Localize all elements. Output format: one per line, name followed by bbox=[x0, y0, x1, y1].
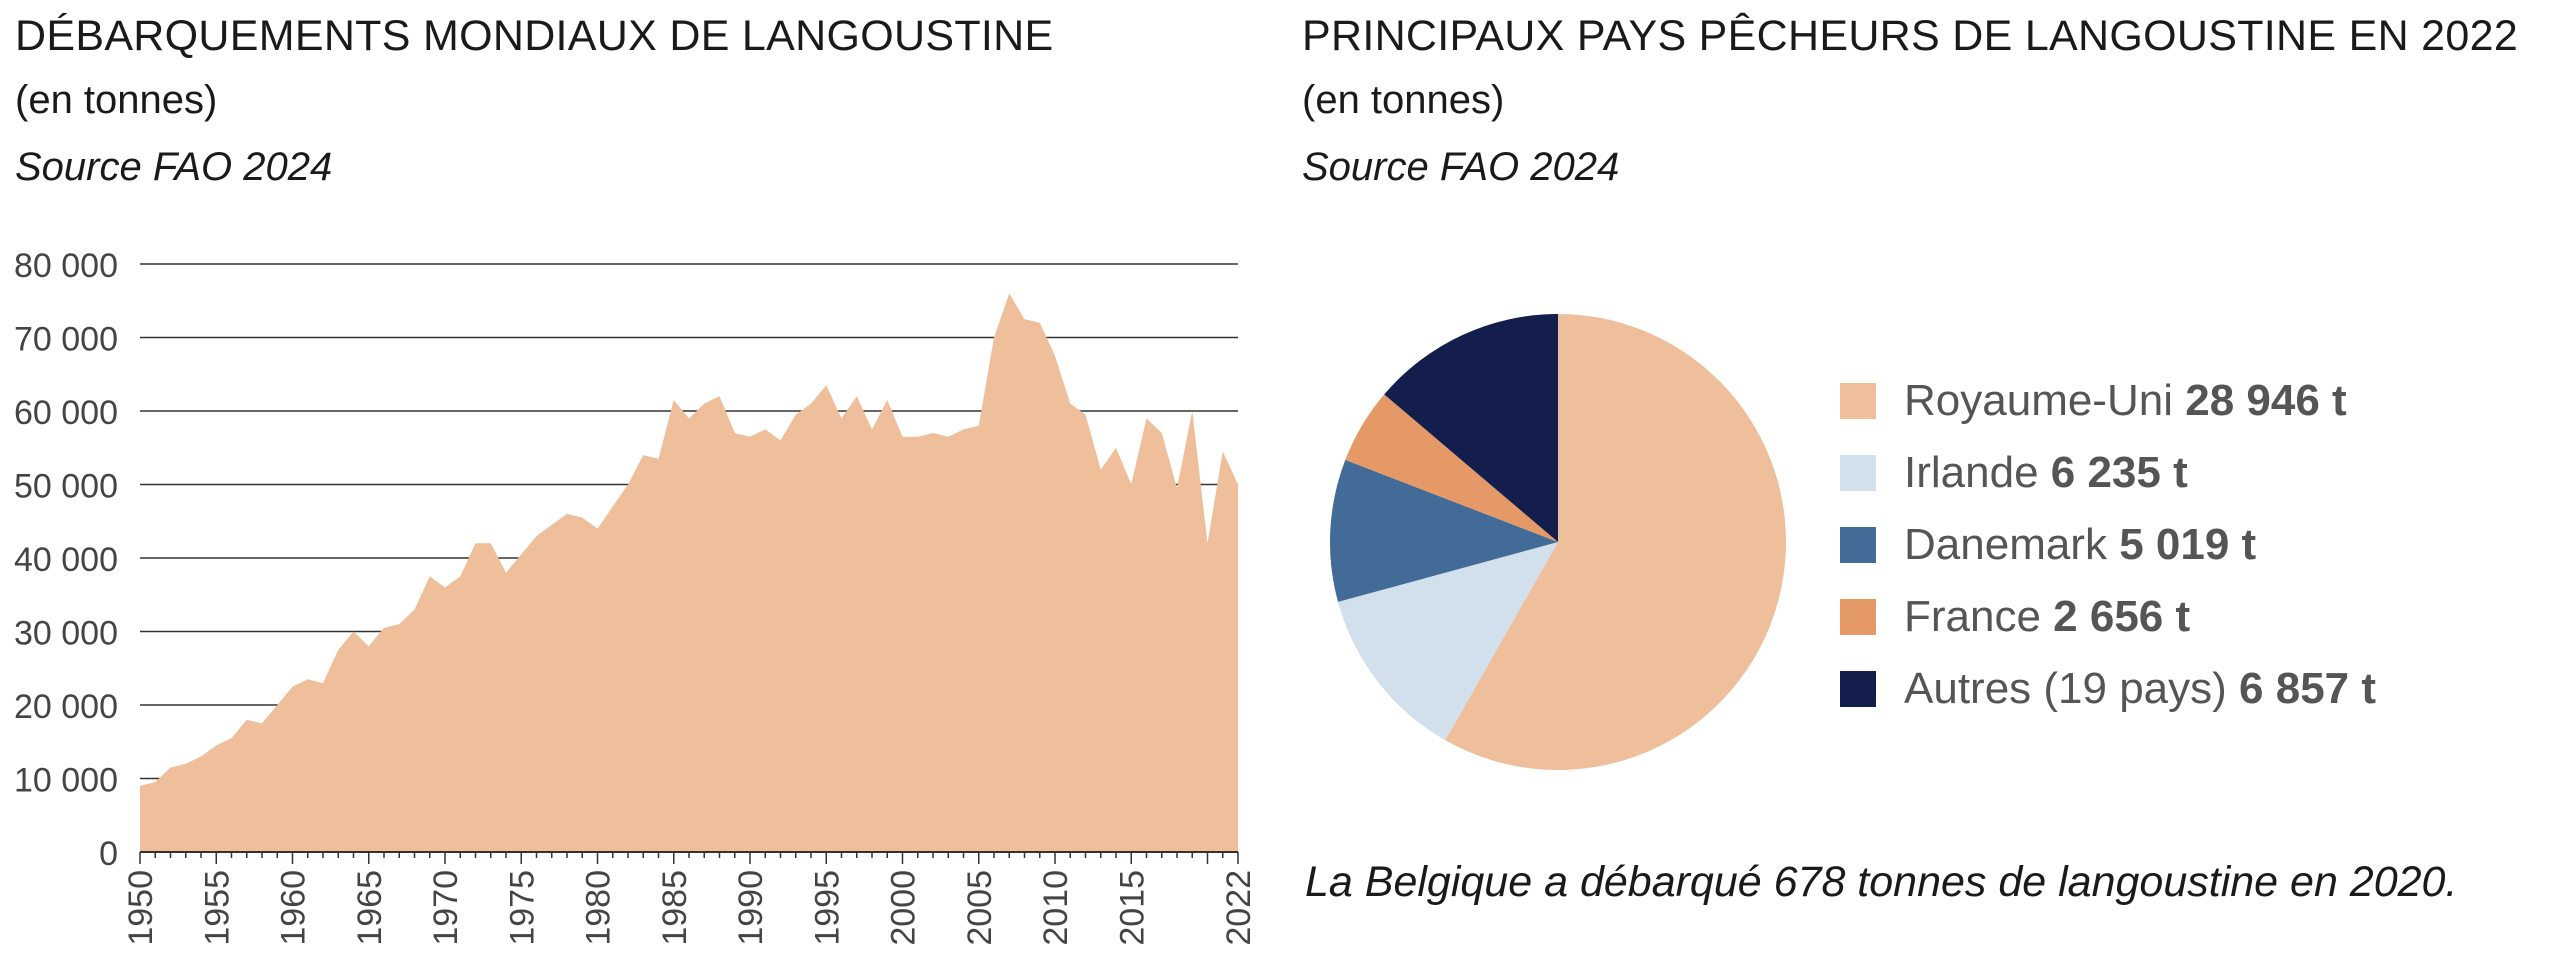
x-tick-label: 2005 bbox=[961, 870, 999, 946]
pie-slice-2 bbox=[1338, 542, 1558, 741]
x-tick-label: 2015 bbox=[1113, 870, 1151, 946]
legend-swatch bbox=[1840, 455, 1876, 491]
y-tick-label: 10 000 bbox=[14, 762, 118, 800]
y-tick-label: 70 000 bbox=[14, 321, 118, 359]
legend-item: France 2 656 t bbox=[1840, 581, 2376, 653]
y-tick-label: 40 000 bbox=[14, 541, 118, 579]
pie-chart-unit: (en tonnes) bbox=[1302, 78, 1505, 122]
x-tick-label: 1980 bbox=[580, 870, 618, 946]
legend-item: Irlande 6 235 t bbox=[1840, 437, 2376, 509]
legend-value: 5 019 t bbox=[2119, 520, 2257, 569]
belgium-note: La Belgique a débarqué 678 tonnes de lan… bbox=[1305, 858, 2458, 906]
y-tick-label: 80 000 bbox=[14, 247, 118, 285]
area-chart-unit: (en tonnes) bbox=[15, 78, 218, 122]
pie-chart-source: Source FAO 2024 bbox=[1302, 145, 1620, 189]
x-tick-label: 1960 bbox=[275, 870, 313, 946]
legend-swatch bbox=[1840, 383, 1876, 419]
y-tick-label: 50 000 bbox=[14, 468, 118, 506]
y-tick-label: 60 000 bbox=[14, 394, 118, 432]
pie-chart-slices bbox=[1329, 314, 1786, 770]
pie-chart-title: PRINCIPAUX PAYS PÊCHEURS DE LANGOUSTINE … bbox=[1302, 12, 2519, 60]
x-tick-label: 1950 bbox=[122, 870, 160, 946]
legend-swatch bbox=[1840, 599, 1876, 635]
area-chart-source: Source FAO 2024 bbox=[15, 145, 333, 189]
pie-slice-4 bbox=[1345, 394, 1558, 542]
legend-value: 6 235 t bbox=[2050, 448, 2188, 497]
area-chart: 0 10 000 20 000 30 000 40 000 50 000 60 000 70 … bbox=[14, 247, 1258, 946]
x-tick-label: 2022 bbox=[1220, 870, 1258, 946]
legend-swatch bbox=[1840, 671, 1876, 707]
x-tick-label: 1965 bbox=[351, 870, 389, 946]
area-chart-title: DÉBARQUEMENTS MONDIAUX DE LANGOUSTINE bbox=[15, 12, 1054, 60]
legend-label: Irlande 6 235 t bbox=[1904, 448, 2188, 498]
legend-country: Autres (19 pays) bbox=[1904, 664, 2240, 713]
pie-slice-3 bbox=[1329, 459, 1558, 602]
legend-country: Danemark bbox=[1904, 520, 2120, 569]
legend-country: Royaume-Uni bbox=[1904, 376, 2186, 425]
legend-label: France 2 656 t bbox=[1904, 592, 2190, 642]
legend-label: Autres (19 pays) 6 857 t bbox=[1904, 664, 2376, 714]
y-tick-label: 30 000 bbox=[14, 615, 118, 653]
x-tick-label: 1955 bbox=[198, 870, 236, 946]
x-tick-label: 2000 bbox=[885, 870, 923, 946]
legend-country: Irlande bbox=[1904, 448, 2051, 497]
x-tick-label: 1995 bbox=[808, 870, 846, 946]
legend-country: France bbox=[1904, 592, 2054, 641]
x-tick-label: 1990 bbox=[732, 870, 770, 946]
pie-chart-legend: Royaume-Uni 28 946 t Irlande 6 235 t Danem… bbox=[1840, 365, 2376, 725]
legend-value: 28 946 t bbox=[2185, 376, 2347, 425]
pie-chart bbox=[1329, 314, 1786, 770]
x-tick-label: 1985 bbox=[656, 870, 694, 946]
pie-slice-5 bbox=[1384, 314, 1558, 542]
legend-item: Autres (19 pays) 6 857 t bbox=[1840, 653, 2376, 725]
area-chart-series bbox=[140, 293, 1238, 852]
area-chart-x-axis: 1950 1955 1960 1965 1970 1975 1980 1985 1990 1995… bbox=[122, 851, 1258, 946]
y-tick-label: 0 bbox=[99, 835, 118, 873]
pie-slice-1 bbox=[1445, 314, 1786, 770]
legend-item: Danemark 5 019 t bbox=[1840, 509, 2376, 581]
legend-item: Royaume-Uni 28 946 t bbox=[1840, 365, 2376, 437]
y-tick-label: 20 000 bbox=[14, 688, 118, 726]
legend-label: Danemark 5 019 t bbox=[1904, 520, 2256, 570]
x-tick-label: 2010 bbox=[1037, 870, 1075, 946]
legend-value: 2 656 t bbox=[2053, 592, 2191, 641]
x-tick-label: 1970 bbox=[427, 870, 465, 946]
area-series-fill bbox=[140, 293, 1238, 852]
legend-label: Royaume-Uni 28 946 t bbox=[1904, 376, 2347, 426]
legend-value: 6 857 t bbox=[2239, 664, 2377, 713]
legend-swatch bbox=[1840, 527, 1876, 563]
x-tick-label: 1975 bbox=[503, 870, 541, 946]
area-chart-y-axis: 0 10 000 20 000 30 000 40 000 50 000 60 000 70 … bbox=[14, 247, 118, 873]
